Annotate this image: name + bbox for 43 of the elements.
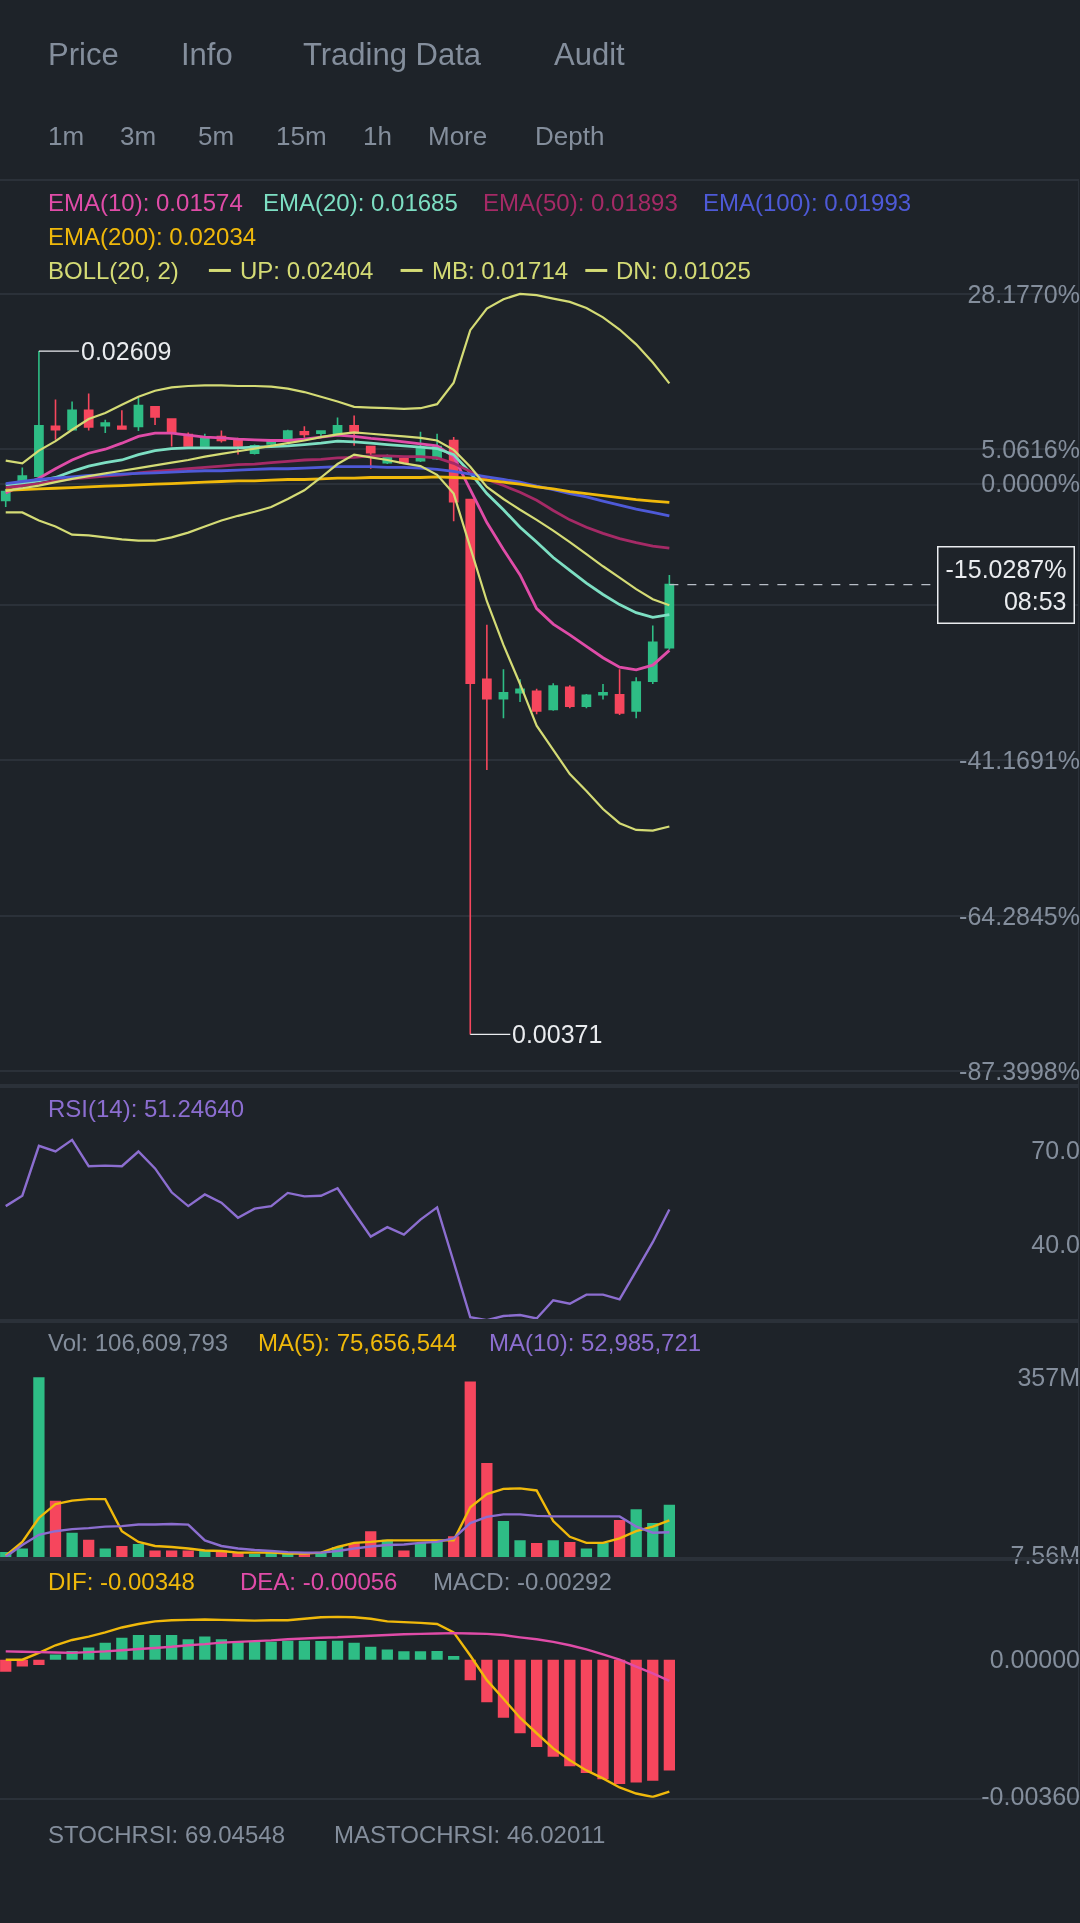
y-tick-label: -0.00360 <box>981 1781 1080 1810</box>
y-tick-label: -64.2845% <box>959 901 1080 930</box>
text: 15m <box>276 121 327 151</box>
y-tick-label: 0.00000 <box>989 1645 1080 1674</box>
y-tick-label: -41.1691% <box>959 746 1080 775</box>
series-label: Vol: 106,609,793 <box>48 1329 229 1356</box>
text: Trading Data <box>303 37 482 72</box>
y-tick-label: -87.3998% <box>959 1057 1080 1086</box>
legend-label: UP: 0.02404 <box>240 257 374 284</box>
text: More <box>428 121 488 151</box>
series-label: DEA: -0.00056 <box>240 1568 398 1595</box>
annotation: BOLL(20, 2) <box>48 257 179 284</box>
y-tick-label: 40.0 <box>1031 1230 1080 1259</box>
series-label: RSI(14): 51.24640 <box>48 1095 245 1122</box>
text: STOCHRSI: 69.04548 <box>48 1821 286 1848</box>
series-label: DIF: -0.00348 <box>48 1568 195 1595</box>
text: MA(5): 75,656,544 <box>258 1329 457 1356</box>
y-tick-label: 0.0000% <box>981 469 1080 498</box>
legend-label: MB: 0.01714 <box>432 257 569 284</box>
text: 1h <box>363 121 392 151</box>
ref-line-label: -15.0287% 08:53 <box>945 554 1067 615</box>
text: EMA(10): 0.01574 <box>48 189 243 216</box>
annotation: MACD: -0.00292 <box>433 1568 612 1595</box>
annotation: 0.02609 <box>81 337 172 365</box>
text: 3m <box>120 121 157 151</box>
text: EMA(50): 0.01893 <box>483 189 678 216</box>
text: 5m <box>198 121 235 151</box>
text: Audit <box>554 37 626 72</box>
y-tick-label: 28.1770% <box>967 279 1080 308</box>
text: Depth <box>535 121 605 151</box>
text: MA(10): 52,985,721 <box>489 1329 702 1356</box>
text: Info <box>181 37 233 72</box>
text: EMA(20): 0.01685 <box>263 189 458 216</box>
text: MASTOCHRSI: 46.02011 <box>334 1821 606 1848</box>
y-tick-label: 5.0616% <box>981 435 1080 464</box>
text: Price <box>48 37 119 72</box>
text: 1m <box>48 121 85 151</box>
y-tick-label: 70.0 <box>1031 1136 1080 1165</box>
text: EMA(200): 0.02034 <box>48 223 257 250</box>
legend-label: DN: 0.01025 <box>616 257 751 284</box>
annotation: 0.00371 <box>512 1020 603 1048</box>
y-tick-label: 357M <box>1017 1363 1080 1392</box>
text: EMA(100): 0.01993 <box>703 189 912 216</box>
